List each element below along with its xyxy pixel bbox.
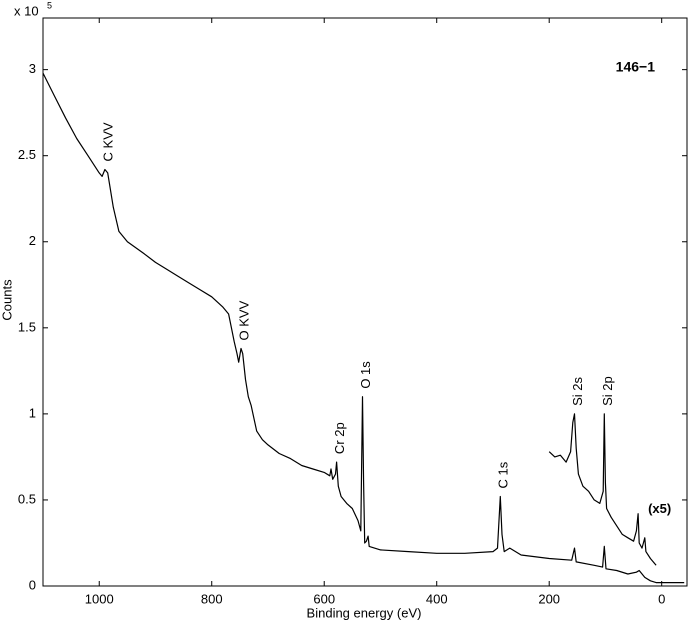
annotation: O 1s xyxy=(358,361,373,389)
spectrum-line xyxy=(42,72,685,584)
y-axis-label: Counts xyxy=(0,279,14,321)
y-tick-label: 2.5 xyxy=(18,147,36,162)
x-tick-label: 1000 xyxy=(85,591,114,606)
annotation: Si 2p xyxy=(600,376,615,406)
chart-title: 146−1 xyxy=(616,59,656,75)
y-multiplier: x 10 xyxy=(14,3,39,18)
y-tick-label: 0 xyxy=(29,577,36,592)
annotation: C KVV xyxy=(100,122,115,161)
x-tick-label: 0 xyxy=(658,591,665,606)
annotation: (x5) xyxy=(648,501,671,516)
spectrum-line xyxy=(548,413,657,566)
y-tick-label: 2 xyxy=(29,233,36,248)
x-tick-label: 200 xyxy=(538,591,560,606)
plot-frame xyxy=(42,17,688,587)
y-tick-label: 0.5 xyxy=(18,491,36,506)
x-tick-label: 400 xyxy=(426,591,448,606)
annotation: Cr 2p xyxy=(332,422,347,454)
annotation: C 1s xyxy=(496,461,511,488)
y-tick-label: 3 xyxy=(29,61,36,76)
annotation: Si 2s xyxy=(570,376,585,405)
y-tick-label: 1.5 xyxy=(18,319,36,334)
x-tick-label: 600 xyxy=(313,591,335,606)
y-tick-label: 1 xyxy=(29,405,36,420)
x-axis-label: Binding energy (eV) xyxy=(307,605,422,620)
annotation: O KVV xyxy=(236,300,251,340)
y-multiplier-exponent: 5 xyxy=(47,0,52,10)
x-tick-label: 800 xyxy=(201,591,223,606)
